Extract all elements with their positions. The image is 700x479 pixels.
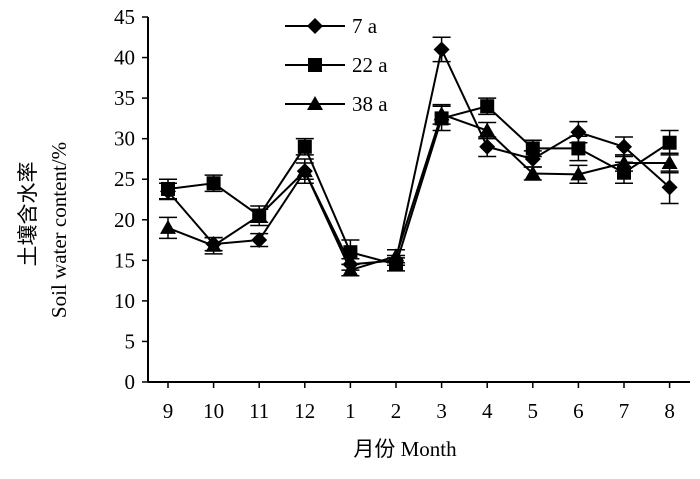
data-point [160, 219, 176, 234]
x-axis-title: 月份 Month [353, 437, 457, 461]
x-tick-label: 10 [203, 399, 224, 423]
data-point [251, 232, 268, 249]
y-tick-label: 40 [114, 46, 135, 70]
legend-label: 7 a [352, 14, 378, 38]
data-point [616, 155, 632, 169]
y-tick-label: 5 [125, 329, 136, 353]
series-square [159, 97, 679, 272]
series-layer [159, 36, 679, 277]
series-line [167, 46, 671, 266]
x-tick-label: 7 [619, 399, 630, 423]
data-point [616, 138, 632, 155]
data-point [525, 141, 540, 156]
data-point [251, 207, 268, 222]
data-point [524, 165, 541, 180]
x-tick-label: 9 [163, 399, 174, 423]
y-tick-label: 20 [114, 208, 135, 232]
series-line [167, 113, 670, 272]
x-tick-label: 8 [664, 399, 675, 423]
series-triangle [159, 103, 679, 277]
x-tick-label: 4 [482, 399, 493, 423]
y-tick-label: 15 [114, 248, 135, 272]
x-tick-label: 5 [528, 399, 539, 423]
x-tick-label: 6 [573, 399, 584, 423]
x-tick-label: 1 [345, 399, 356, 423]
legend-item: 38 a [285, 92, 388, 116]
data-point [433, 41, 450, 58]
x-tick-label: 12 [294, 399, 315, 423]
data-point [661, 179, 678, 196]
data-point [661, 155, 678, 169]
x-tick-label: 3 [436, 399, 447, 423]
legend-marker [307, 96, 323, 110]
y-tick-label: 45 [114, 5, 135, 29]
data-point [617, 165, 631, 180]
data-point [161, 181, 175, 196]
data-point [297, 139, 312, 154]
legend-item: 22 a [285, 53, 388, 77]
data-point [479, 138, 496, 155]
series-line [167, 105, 671, 266]
x-tick-label: 2 [391, 399, 402, 423]
data-point [662, 135, 677, 150]
data-point [296, 163, 313, 178]
x-tick-label: 11 [249, 399, 269, 423]
data-point [388, 248, 404, 263]
legend: 7 a 22 a 38 a [285, 14, 388, 116]
data-point [479, 122, 496, 137]
y-axis-title-en: Soil water content/% [47, 142, 71, 318]
data-point [343, 245, 358, 260]
data-point [205, 237, 222, 252]
y-tick-label: 10 [114, 289, 135, 313]
y-tick-label: 30 [114, 127, 135, 151]
data-point [570, 166, 587, 181]
data-point [571, 141, 586, 156]
legend-marker [308, 58, 322, 72]
legend-label: 22 a [352, 53, 388, 77]
data-point [433, 106, 450, 121]
y-axis-title-zh: 土壤含水率 [16, 162, 40, 267]
y-tick-label: 35 [114, 86, 135, 110]
legend-item: 7 a [285, 14, 378, 38]
data-point [206, 176, 221, 191]
data-point [342, 262, 359, 277]
y-tick-label: 25 [114, 167, 135, 191]
legend-label: 38 a [352, 92, 388, 116]
y-tick-label: 0 [125, 370, 136, 394]
data-point [480, 99, 495, 114]
series-diamond [159, 36, 679, 273]
legend-marker [307, 18, 323, 34]
